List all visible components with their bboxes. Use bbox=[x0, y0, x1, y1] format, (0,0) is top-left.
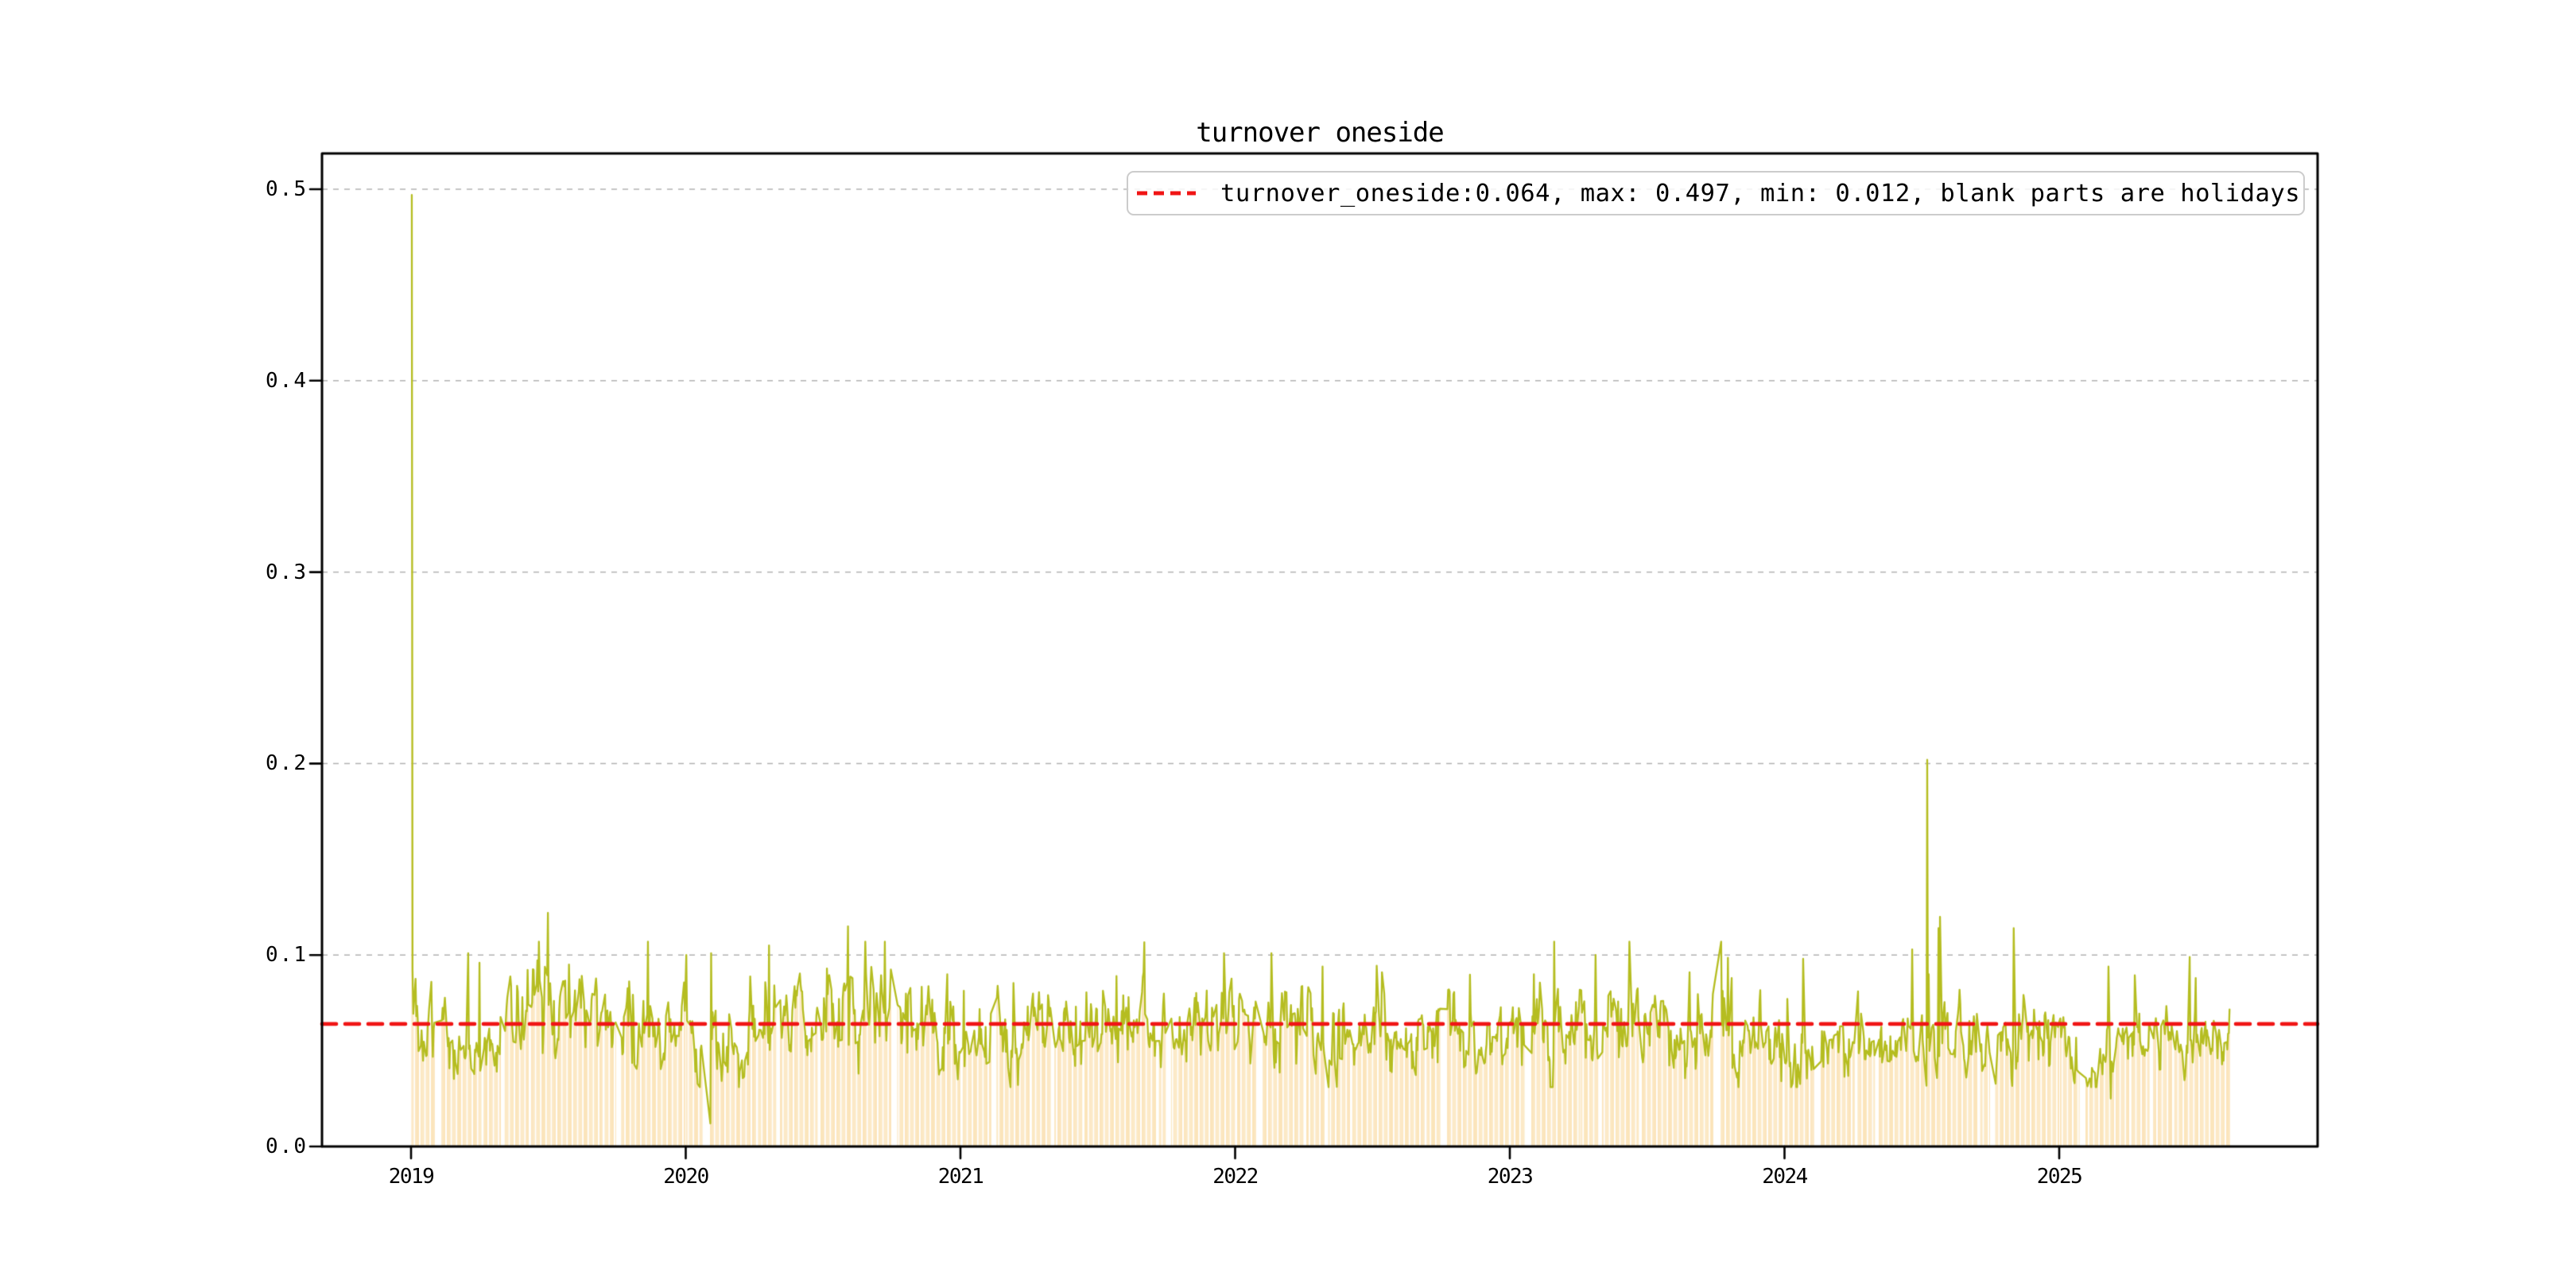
legend: turnover_oneside:0.064, max: 0.497, min:… bbox=[1127, 171, 2305, 215]
y-tick-label: 0.1 bbox=[196, 942, 308, 968]
y-tick-label: 0.3 bbox=[196, 560, 308, 585]
legend-dashed-line-icon bbox=[1136, 189, 1197, 197]
x-tick-label: 2020 bbox=[623, 1164, 750, 1189]
x-tick-label: 2022 bbox=[1172, 1164, 1299, 1189]
x-tick-label: 2024 bbox=[1721, 1164, 1849, 1189]
x-tick-label: 2023 bbox=[1446, 1164, 1573, 1189]
x-tick-label: 2019 bbox=[347, 1164, 475, 1189]
y-tick-label: 0.5 bbox=[196, 177, 308, 202]
y-tick-label: 0.4 bbox=[196, 368, 308, 394]
chart-title: turnover oneside bbox=[322, 117, 2318, 149]
x-tick-label: 2021 bbox=[897, 1164, 1024, 1189]
legend-label: turnover_oneside:0.064, max: 0.497, min:… bbox=[1220, 180, 2300, 208]
y-tick-label: 0.0 bbox=[196, 1134, 308, 1159]
y-tick-label: 0.2 bbox=[196, 751, 308, 776]
figure: turnover oneside turnover_oneside:0.064,… bbox=[0, 0, 2576, 1288]
x-tick-label: 2025 bbox=[1996, 1164, 2123, 1189]
